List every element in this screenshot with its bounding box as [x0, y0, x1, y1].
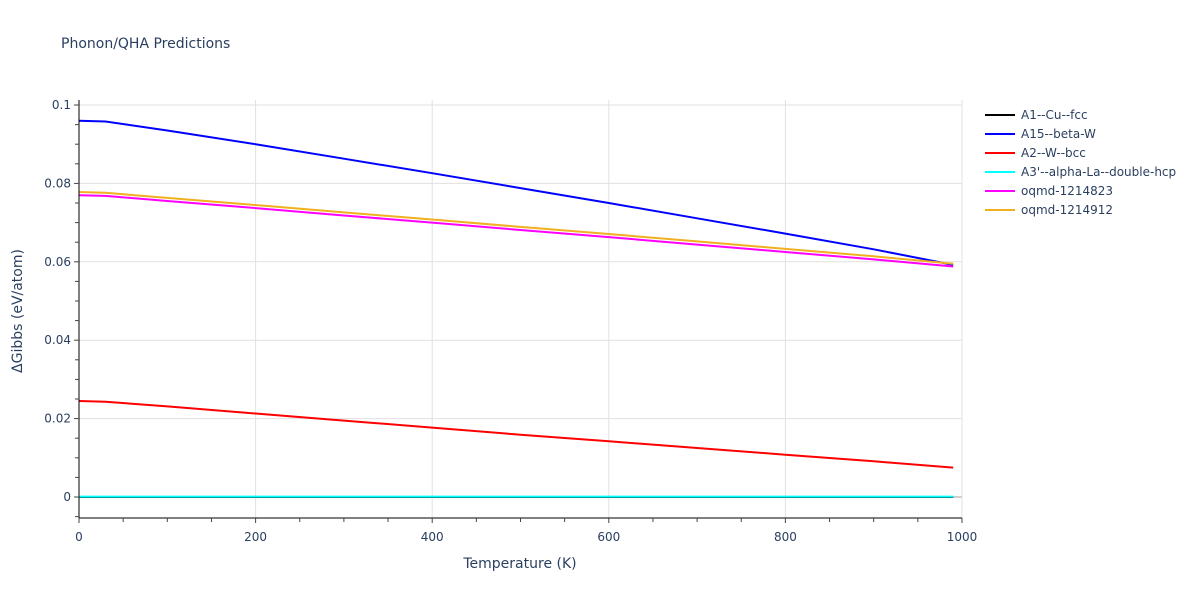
legend-line-icon [985, 170, 1015, 173]
series-line-1 [78, 119, 954, 266]
gridlines [79, 100, 963, 518]
legend-line-icon [985, 189, 1015, 192]
axes: 0 200 400 600 800 1000 0 0.02 0.04 0.06 0.08 0.1 [44, 98, 977, 544]
legend-label: oqmd-1214912 [1021, 202, 1114, 217]
y-tick-label: 0.02 [44, 412, 71, 426]
legend-line-icon [985, 132, 1015, 135]
legend-line-icon [985, 113, 1015, 116]
y-axis-title: ΔGibbs (eV/atom) [10, 249, 26, 373]
legend-line-icon [985, 151, 1015, 154]
legend-item[interactable]: A3'--alpha-La--double-hcp [985, 162, 1176, 181]
series-line-2 [78, 400, 954, 469]
y-tick-label: 0.04 [44, 333, 71, 347]
legend-label: A15--beta-W [1021, 126, 1096, 141]
x-tick-label: 1000 [947, 530, 978, 544]
legend-item[interactable]: A2--W--bcc [985, 143, 1176, 162]
x-tick-label: 800 [774, 530, 797, 544]
legend-item[interactable]: oqmd-1214823 [985, 181, 1176, 200]
x-tick-label: 600 [597, 530, 620, 544]
y-tick-label: 0.1 [52, 98, 71, 112]
series-line-4 [78, 194, 954, 268]
y-tick-label: 0.06 [44, 255, 71, 269]
legend-label: A1--Cu--fcc [1021, 107, 1088, 122]
series-lines [78, 119, 954, 498]
x-tick-label: 200 [244, 530, 267, 544]
legend-line-icon [985, 208, 1015, 211]
x-tick-label: 400 [421, 530, 444, 544]
legend-item[interactable]: A1--Cu--fcc [985, 105, 1176, 124]
legend-label: A2--W--bcc [1021, 145, 1086, 160]
chart-title: Phonon/QHA Predictions [61, 36, 231, 52]
legend-item[interactable]: oqmd-1214912 [985, 200, 1176, 219]
y-tick-label: 0 [63, 490, 71, 504]
y-tick-label: 0.08 [44, 176, 71, 190]
legend-label: oqmd-1214823 [1021, 183, 1114, 198]
legend-label: A3'--alpha-La--double-hcp [1021, 164, 1177, 179]
series-line-5 [78, 191, 954, 265]
legend-item[interactable]: A15--beta-W [985, 124, 1176, 143]
legend: A1--Cu--fcc A15--beta-W A2--W--bcc A3'--alp… [985, 105, 1176, 219]
x-axis-title: Temperature (K) [462, 556, 576, 572]
x-tick-label: 0 [75, 530, 83, 544]
